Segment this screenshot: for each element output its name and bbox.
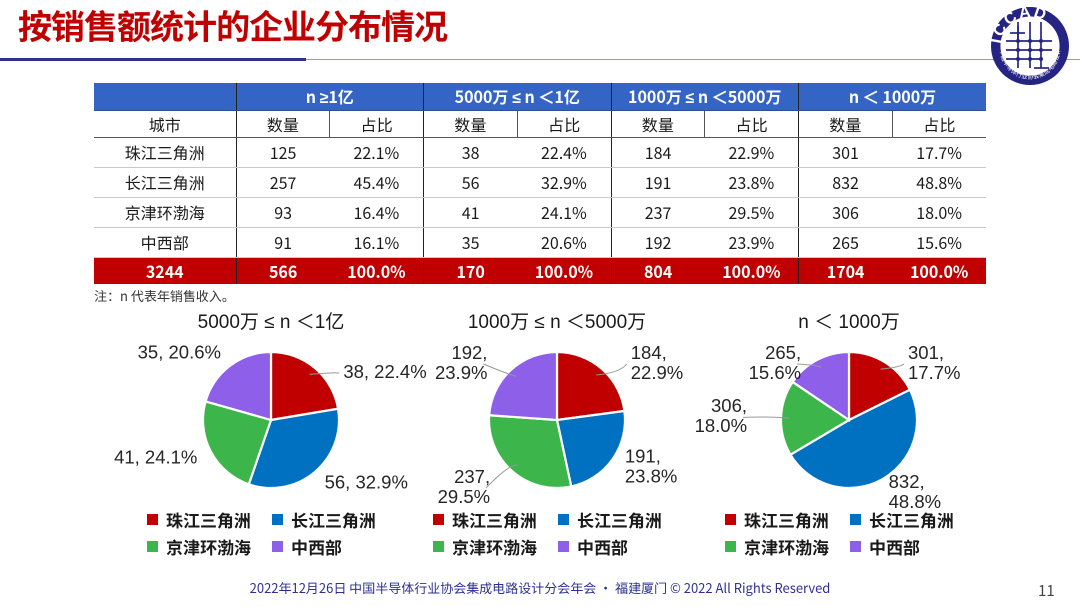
svg-text:265,: 265, [765, 342, 801, 363]
svg-text:301,: 301, [908, 342, 944, 363]
svg-text:38, 22.4%: 38, 22.4% [343, 361, 426, 382]
svg-text:23.8%: 23.8% [625, 466, 677, 487]
svg-text:22.9%: 22.9% [631, 362, 683, 383]
svg-text:35, 20.6%: 35, 20.6% [138, 342, 221, 363]
svg-text:1000万 ≤ n ＜5000万: 1000万 ≤ n ＜5000万 [468, 312, 646, 333]
svg-text:306,: 306, [711, 395, 747, 416]
svg-text:56, 32.9%: 56, 32.9% [325, 471, 408, 492]
svg-text:n ＜ 1000万: n ＜ 1000万 [798, 312, 899, 333]
svg-text:192,: 192, [451, 342, 487, 363]
svg-text:48.8%: 48.8% [889, 491, 941, 512]
svg-text:41, 24.1%: 41, 24.1% [114, 446, 197, 467]
svg-text:237,: 237, [454, 466, 490, 487]
svg-text:29.5%: 29.5% [438, 486, 490, 507]
svg-text:5000万 ≤ n ＜1亿: 5000万 ≤ n ＜1亿 [198, 311, 345, 333]
svg-text:184,: 184, [631, 342, 667, 363]
svg-text:832,: 832, [889, 471, 925, 492]
svg-text:18.0%: 18.0% [695, 415, 747, 436]
svg-text:15.6%: 15.6% [749, 362, 801, 383]
svg-text:191,: 191, [625, 446, 661, 467]
svg-text:23.9%: 23.9% [435, 362, 487, 383]
svg-text:17.7%: 17.7% [908, 362, 960, 383]
